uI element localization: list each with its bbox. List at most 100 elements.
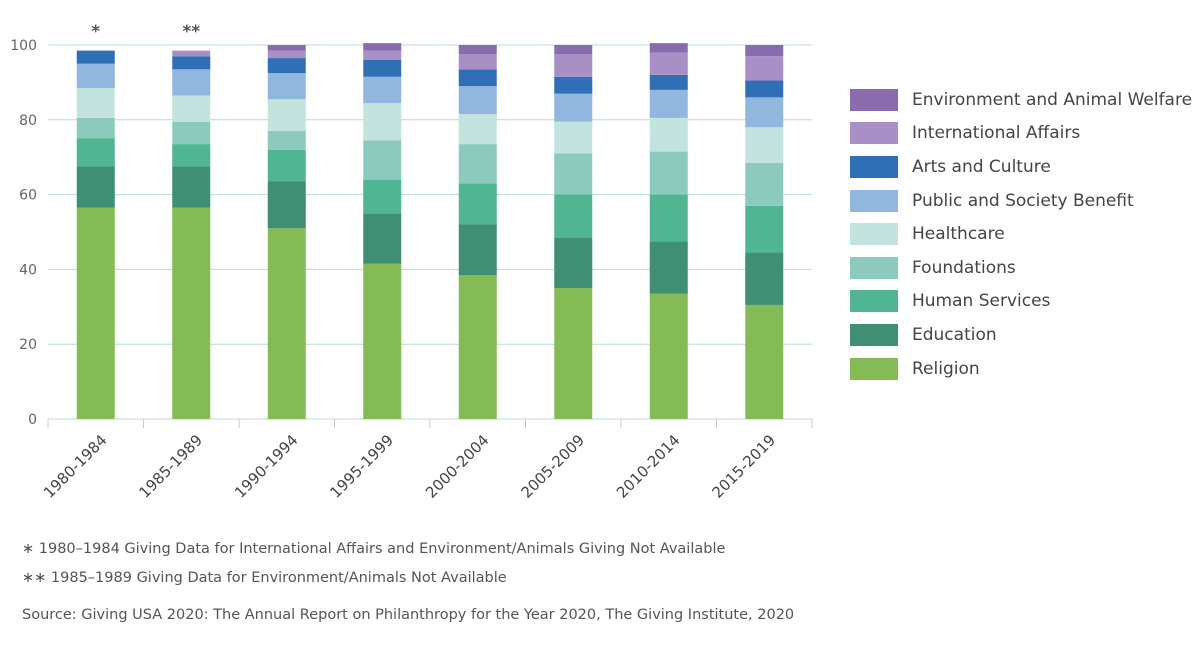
bar-segment-arts-and-culture — [458, 69, 497, 87]
bar-segment-international-affairs — [649, 52, 688, 75]
bar-segment-international-affairs — [458, 54, 497, 70]
legend-swatch — [850, 357, 898, 380]
bar-segment-foundations — [267, 131, 306, 150]
footnote-1985-1989: ∗∗ 1985–1989 Giving Data for Environment… — [22, 570, 507, 586]
legend-label: Human Services — [912, 291, 1051, 312]
x-axis-ticks: 1980-1984 1985-1989 1990-1994 1995-1999 2000… — [40, 431, 779, 502]
legend-item: Foundations — [850, 251, 1195, 285]
bar-segment-religion — [554, 288, 593, 419]
bar-segment-public-and-society-benefit — [172, 69, 211, 96]
y-tick-label: 80 — [19, 113, 37, 129]
bar-segment-environment-and-animal-welfare — [458, 45, 497, 55]
bar-segment-healthcare — [363, 102, 402, 141]
legend-label: Foundations — [912, 257, 1016, 278]
legend-swatch — [850, 155, 898, 178]
x-tick-label: 2015-2019 — [709, 431, 780, 502]
legend-label: Public and Society Benefit — [912, 190, 1134, 211]
x-tick-label: 2005-2009 — [518, 431, 589, 502]
legend-item: Human Services — [850, 285, 1195, 319]
x-tick-label: 1995-1999 — [327, 431, 398, 502]
bar-segment-human-services — [172, 144, 211, 167]
bar-segment-international-affairs — [363, 50, 402, 60]
bar-segment-human-services — [267, 149, 306, 182]
footnote-1980-1984: ∗ 1980–1984 Giving Data for Internationa… — [22, 541, 726, 557]
bar-segment-healthcare — [172, 95, 211, 122]
bar-segment-arts-and-culture — [172, 56, 211, 70]
bar-segment-arts-and-culture — [267, 58, 306, 74]
bar-segment-foundations — [172, 121, 211, 145]
bar-segment-foundations — [76, 117, 115, 139]
y-tick-label: 40 — [19, 262, 37, 278]
legend: Environment and Animal Welfare Internatio… — [850, 83, 1195, 385]
bar-segment-healthcare — [267, 99, 306, 132]
gridlines — [47, 44, 813, 428]
legend-swatch — [850, 223, 898, 246]
bar-segment-healthcare — [745, 127, 784, 163]
bar-segment-religion — [267, 228, 306, 419]
bar-segment-human-services — [363, 179, 402, 214]
bar-segment-human-services — [745, 205, 784, 253]
bar-segment-education — [267, 181, 306, 229]
bar-segment-public-and-society-benefit — [76, 63, 115, 89]
legend-swatch — [850, 189, 898, 212]
bar-segment-healthcare — [554, 121, 593, 154]
bar-segment-human-services — [76, 138, 115, 167]
y-tick-label: 20 — [19, 337, 37, 353]
bar-segment-public-and-society-benefit — [554, 93, 593, 122]
bar-segment-education — [172, 166, 211, 208]
bar-segment-international-affairs — [267, 50, 306, 59]
bars — [76, 43, 784, 419]
bar-segment-environment-and-animal-welfare — [363, 43, 402, 51]
bar-segment-education — [363, 213, 402, 264]
bar-segment-foundations — [745, 162, 784, 206]
bar-segment-religion — [649, 293, 688, 419]
bar-segment-education — [76, 166, 115, 208]
bar-segment-human-services — [458, 183, 497, 225]
bar-segment-public-and-society-benefit — [745, 97, 784, 128]
bar-segment-education — [745, 252, 784, 305]
bar-segment-healthcare — [649, 117, 688, 152]
bar-segment-religion — [363, 263, 402, 419]
legend-label: International Affairs — [912, 123, 1081, 144]
legend-label: Arts and Culture — [912, 156, 1051, 177]
bar-segment-international-affairs — [172, 50, 211, 57]
bar-segment-arts-and-culture — [76, 50, 115, 64]
bar-segment-environment-and-animal-welfare — [649, 43, 688, 53]
bar-segment-public-and-society-benefit — [363, 76, 402, 103]
category-markers: * ** — [91, 22, 200, 42]
x-tick-label: 2000-2004 — [422, 431, 493, 502]
bar-segment-foundations — [554, 153, 593, 195]
bar-segment-arts-and-culture — [745, 80, 784, 98]
bar-segment-environment-and-animal-welfare — [745, 45, 784, 57]
bar-segment-religion — [172, 207, 211, 419]
legend-item: Religion — [850, 352, 1195, 386]
bar-segment-healthcare — [76, 88, 115, 118]
legend-label: Healthcare — [912, 224, 1005, 245]
bar-segment-public-and-society-benefit — [649, 89, 688, 118]
y-tick-label: 60 — [19, 188, 37, 204]
x-tick-label: 1985-1989 — [136, 431, 207, 502]
x-tick-label: 1990-1994 — [231, 431, 302, 502]
bar-segment-religion — [76, 207, 115, 419]
legend-item: Public and Society Benefit — [850, 184, 1195, 218]
y-axis-ticks: 0 20 40 60 80 100 — [10, 38, 37, 428]
source-note: Source: Giving USA 2020: The Annual Repo… — [22, 607, 795, 623]
bar-segment-healthcare — [458, 114, 497, 145]
bar-segment-education — [554, 237, 593, 289]
legend-swatch — [850, 290, 898, 313]
bar-segment-environment-and-animal-welfare — [554, 45, 593, 55]
bar-segment-human-services — [649, 194, 688, 242]
footnotes: ∗ 1980–1984 Giving Data for Internationa… — [22, 538, 1182, 633]
bar-segment-foundations — [649, 151, 688, 195]
bar-segment-religion — [745, 304, 784, 419]
bar-segment-international-affairs — [745, 56, 784, 81]
legend-item: International Affairs — [850, 117, 1195, 151]
bar-segment-international-affairs — [554, 54, 593, 77]
legend-swatch — [850, 122, 898, 145]
y-tick-label: 100 — [10, 38, 37, 54]
bar-segment-foundations — [458, 144, 497, 184]
x-tick-label: 2010-2014 — [613, 431, 684, 502]
legend-item: Healthcare — [850, 217, 1195, 251]
y-tick-label: 0 — [28, 412, 37, 428]
legend-label: Religion — [912, 358, 980, 379]
